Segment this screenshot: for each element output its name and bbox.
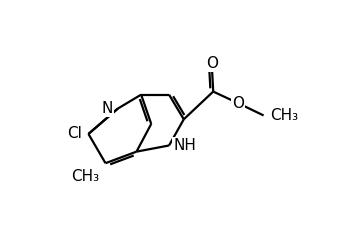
Text: CH₃: CH₃ [270, 108, 298, 123]
Text: O: O [232, 96, 244, 111]
Text: NH: NH [174, 138, 197, 153]
Text: Cl: Cl [68, 126, 82, 141]
Text: N: N [102, 101, 113, 116]
Text: CH₃: CH₃ [71, 169, 99, 184]
Text: O: O [206, 56, 218, 71]
